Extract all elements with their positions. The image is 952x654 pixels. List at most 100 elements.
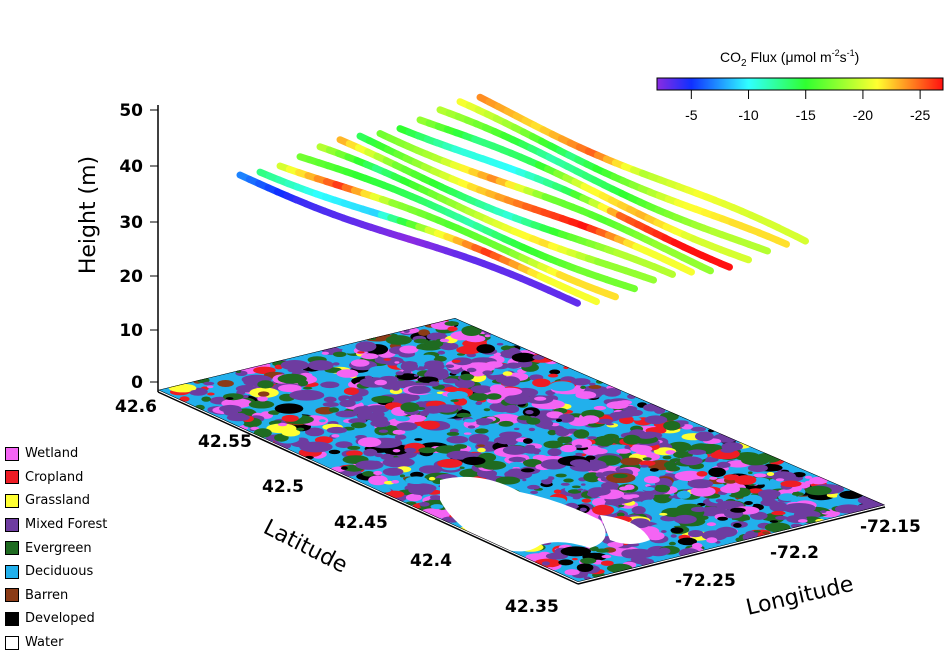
land-patch (281, 414, 299, 422)
land-patch (405, 476, 428, 485)
land-patch (396, 373, 419, 381)
land-patch (688, 530, 704, 538)
land-patch (616, 512, 625, 517)
land-patch (569, 459, 590, 467)
land-patch (592, 446, 598, 449)
land-patch (716, 461, 731, 468)
land-patch (547, 448, 562, 457)
land-patch (413, 374, 418, 377)
land-patch (657, 547, 671, 555)
land-patch (620, 457, 643, 466)
land-patch (762, 531, 770, 535)
land-patch (486, 393, 502, 400)
land-patch (439, 342, 459, 351)
longitude-axis-line (577, 506, 886, 585)
land-cover-legend: Wetland Cropland Grassland Mixed Forest Ever… (5, 442, 107, 654)
land-patch (378, 429, 389, 433)
legend-swatch (5, 611, 19, 626)
flux-segment (564, 295, 581, 307)
land-patch (571, 485, 581, 489)
land-patch (382, 467, 404, 476)
land-patch (639, 460, 656, 466)
land-patch (513, 427, 520, 431)
land-patch (782, 507, 791, 512)
land-patch (408, 385, 431, 394)
latitude-tick-label: 42.6 (115, 397, 157, 417)
land-patch (706, 537, 718, 544)
land-patch (733, 523, 742, 528)
land-patch (357, 412, 378, 420)
land-patch (642, 499, 656, 506)
land-patch (335, 410, 358, 418)
land-patch (277, 422, 288, 427)
land-patch (775, 515, 788, 520)
land-patch (679, 456, 703, 466)
land-patch (442, 378, 459, 384)
land-patch (498, 420, 514, 427)
land-patch (475, 401, 483, 406)
land-patch (508, 468, 525, 474)
land-patch (549, 381, 575, 392)
land-patch (626, 494, 640, 498)
land-patch (600, 560, 614, 566)
land-patch (748, 471, 753, 475)
land-patch (572, 557, 578, 561)
land-patch (430, 504, 444, 510)
land-patch (416, 345, 423, 350)
legend-item: Water (5, 631, 107, 654)
land-patch (454, 379, 475, 389)
legend-label: Cropland (25, 469, 84, 485)
flight-track (316, 143, 657, 284)
land-patch (431, 371, 449, 378)
land-patch (280, 360, 309, 371)
legend-label: Water (25, 635, 64, 651)
land-patch (587, 491, 602, 498)
land-patch (522, 478, 527, 482)
land-patch (687, 479, 714, 489)
longitude-tick-label: -72.15 (860, 517, 921, 537)
land-patch (274, 403, 304, 414)
land-patch (266, 423, 297, 434)
land-patch (642, 457, 652, 461)
land-patch (362, 471, 375, 477)
land-patch (480, 460, 507, 470)
land-patch (701, 457, 719, 463)
land-patch (754, 488, 763, 492)
land-patch (631, 506, 646, 515)
land-patch (595, 435, 615, 447)
land-patch (662, 455, 672, 460)
latitude-tick-label: 42.35 (505, 597, 559, 617)
land-patch (350, 359, 370, 367)
legend-item: Deciduous (5, 560, 107, 584)
legend-swatch (5, 635, 19, 650)
land-patch (236, 401, 247, 405)
land-patch (797, 519, 808, 523)
land-patch (604, 457, 614, 463)
land-patch (257, 396, 268, 402)
land-patch (642, 486, 655, 491)
land-patch (571, 505, 580, 508)
land-patch (477, 447, 486, 453)
legend-label: Wetland (25, 446, 79, 462)
land-patch (278, 384, 302, 393)
land-patch (335, 441, 353, 448)
land-patch (383, 358, 391, 361)
flight-track (336, 136, 676, 278)
land-patch (577, 488, 584, 491)
land-patch (805, 485, 832, 496)
land-patch (571, 378, 591, 386)
land-patch (762, 513, 785, 524)
land-patch (521, 429, 536, 438)
land-patch (179, 396, 190, 402)
land-patch (347, 445, 361, 450)
land-patch (357, 437, 382, 448)
land-patch (580, 385, 586, 389)
land-patch (809, 476, 828, 485)
land-patch (618, 504, 625, 508)
land-patch (391, 385, 400, 391)
land-patch (467, 425, 476, 429)
land-patch (500, 376, 521, 387)
land-patch (253, 428, 272, 438)
land-patch (405, 493, 423, 502)
